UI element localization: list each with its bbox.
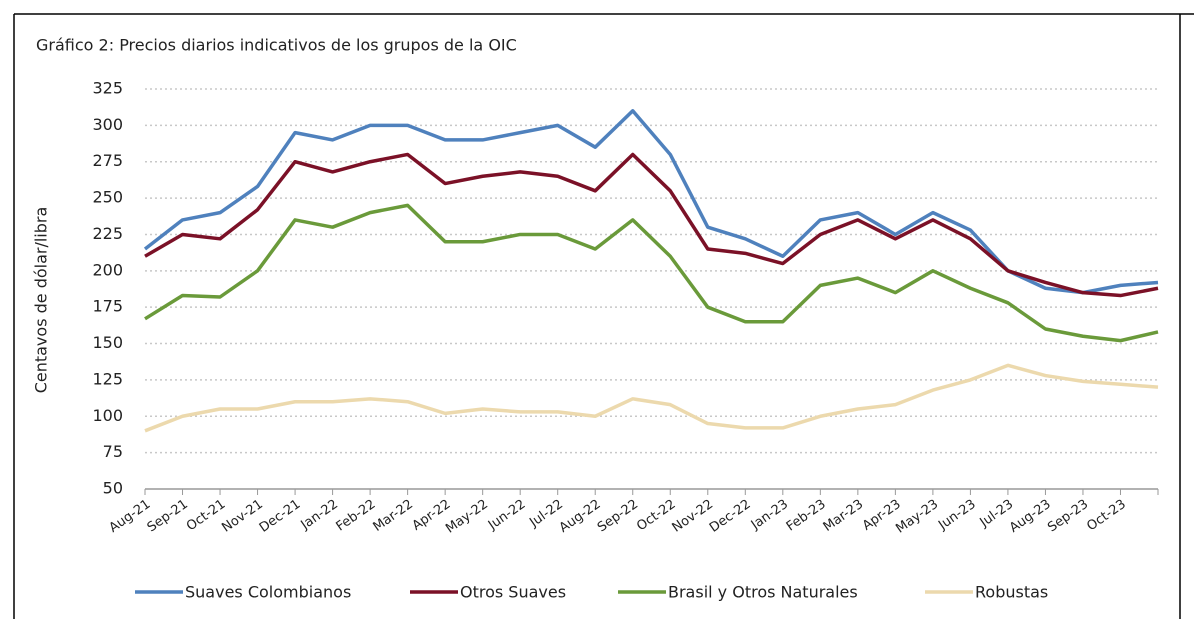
y-tick-label: 325 xyxy=(92,79,123,98)
y-tick-label: 250 xyxy=(92,188,123,207)
series-line xyxy=(144,363,1159,433)
x-tick-label: Feb-22 xyxy=(334,497,379,535)
x-tick-label: Oct-21 xyxy=(184,497,228,534)
x-tick-label: Aug-22 xyxy=(557,497,604,536)
x-tick-label: Nov-22 xyxy=(670,497,717,536)
legend-label: Robustas xyxy=(975,583,1048,602)
x-tick-label: Dec-21 xyxy=(257,497,304,536)
x-tick-label: Feb-23 xyxy=(784,497,829,535)
y-tick-label: 75 xyxy=(103,442,123,461)
x-tick-label: Nov-21 xyxy=(219,497,266,536)
y-tick-label: 100 xyxy=(92,406,123,425)
y-tick-label: 125 xyxy=(92,369,123,388)
x-tick-label: Sep-23 xyxy=(1045,497,1091,536)
legend-label: Otros Suaves xyxy=(460,583,566,602)
y-tick-label: 225 xyxy=(92,224,123,243)
x-tick-label: Mar-23 xyxy=(821,497,866,535)
x-tick-label: May-22 xyxy=(443,497,491,537)
x-tick-label: Aug-23 xyxy=(1007,497,1054,536)
y-tick-label: 275 xyxy=(92,151,123,170)
x-tick-label: Jun-22 xyxy=(485,497,528,534)
x-tick-label: Dec-22 xyxy=(707,497,754,536)
y-tick-label: 300 xyxy=(92,115,123,134)
x-tick-label: Jun-23 xyxy=(935,497,978,534)
series-line xyxy=(144,203,1159,343)
x-tick-label: Sep-21 xyxy=(145,497,191,536)
chart-title: Gráfico 2: Precios diarios indicativos d… xyxy=(36,36,517,55)
y-tick-label: 175 xyxy=(92,297,123,316)
x-tick-label: Jan-23 xyxy=(748,497,791,534)
x-tick-label: Oct-22 xyxy=(634,497,678,534)
x-tick-label: May-23 xyxy=(893,497,941,537)
y-tick-label: 150 xyxy=(92,333,123,352)
x-tick-label: Jan-22 xyxy=(298,497,341,534)
y-axis-label: Centavos de dólar/libra xyxy=(32,207,51,394)
x-tick-label: Sep-22 xyxy=(595,497,641,536)
y-tick-label: 200 xyxy=(92,260,123,279)
x-tick-label: Mar-22 xyxy=(371,497,416,535)
x-tick-label: Aug-21 xyxy=(107,497,154,536)
series-line xyxy=(144,152,1159,298)
legend-label: Suaves Colombianos xyxy=(185,583,351,602)
y-tick-label: 50 xyxy=(103,479,123,498)
legend-label: Brasil y Otros Naturales xyxy=(668,583,858,602)
x-tick-label: Oct-23 xyxy=(1084,497,1128,534)
series-line xyxy=(143,109,1159,295)
